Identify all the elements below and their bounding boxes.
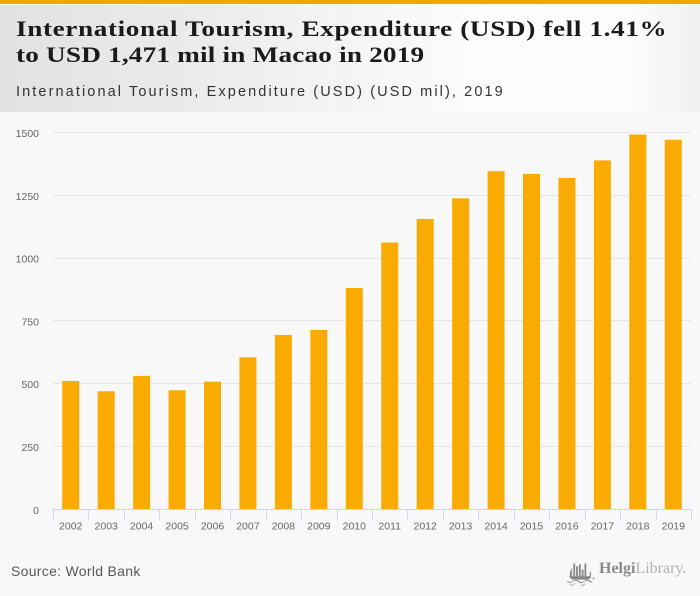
svg-text:250: 250	[21, 442, 39, 454]
svg-text:2014: 2014	[484, 520, 508, 532]
svg-text:2009: 2009	[307, 520, 331, 532]
svg-text:2002: 2002	[59, 520, 83, 532]
svg-text:2015: 2015	[520, 520, 544, 532]
svg-text:2004: 2004	[130, 520, 154, 532]
svg-text:750: 750	[21, 316, 39, 328]
svg-text:1250: 1250	[16, 191, 40, 203]
svg-text:0: 0	[33, 505, 39, 517]
svg-text:1500: 1500	[16, 128, 40, 140]
svg-text:2011: 2011	[378, 520, 401, 532]
svg-text:2017: 2017	[591, 520, 615, 532]
svg-text:2005: 2005	[165, 520, 189, 532]
svg-text:2018: 2018	[626, 520, 650, 532]
svg-text:500: 500	[21, 379, 39, 391]
svg-text:2012: 2012	[414, 520, 438, 532]
svg-text:2006: 2006	[201, 520, 225, 532]
svg-text:2003: 2003	[95, 520, 119, 532]
svg-text:2010: 2010	[343, 520, 367, 532]
svg-text:2007: 2007	[236, 520, 260, 532]
svg-text:2008: 2008	[272, 520, 296, 532]
svg-text:1000: 1000	[16, 254, 40, 266]
svg-text:2016: 2016	[555, 520, 579, 532]
svg-text:2013: 2013	[449, 520, 473, 532]
svg-text:2019: 2019	[662, 520, 686, 532]
